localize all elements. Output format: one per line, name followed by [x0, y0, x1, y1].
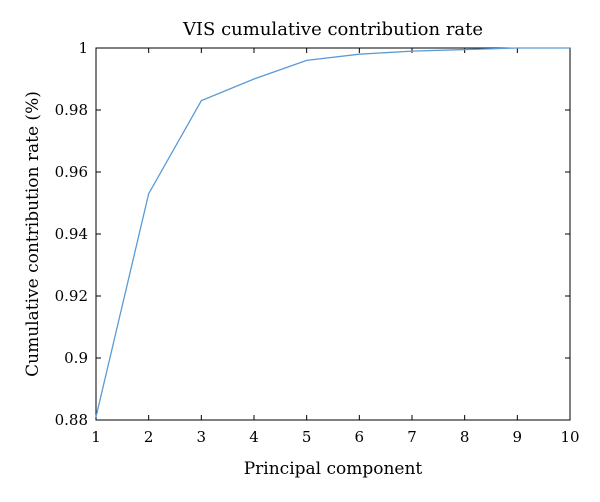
- y-tick-label: 0.9: [64, 349, 88, 367]
- x-tick-label: 2: [144, 428, 154, 446]
- x-tick-label: 3: [197, 428, 207, 446]
- chart-title: VIS cumulative contribution rate: [182, 19, 483, 40]
- x-tick-label: 4: [249, 428, 259, 446]
- series-line: [95, 47, 570, 418]
- plot-area: [95, 47, 571, 421]
- x-axis: 1 2 3 4 5 6 7 8 9 10: [91, 48, 580, 446]
- x-tick-label: 6: [355, 428, 365, 446]
- x-tick-label: 8: [460, 428, 470, 446]
- plot-frame: [95, 47, 571, 421]
- x-tick-label: 10: [560, 428, 579, 446]
- y-tick-label: 0.88: [55, 411, 88, 429]
- series-layer: [95, 47, 570, 418]
- y-tick-label: 0.94: [55, 225, 88, 243]
- x-tick-label: 5: [302, 428, 312, 446]
- y-axis: 0.88 0.9 0.92 0.94 0.96 0.98 1: [55, 39, 570, 429]
- x-axis-label: Principal component: [244, 459, 423, 479]
- y-tick-label: 1: [78, 39, 88, 57]
- y-tick-label: 0.92: [55, 287, 88, 305]
- y-tick-label: 0.96: [55, 163, 88, 181]
- y-tick-label: 0.98: [55, 101, 88, 119]
- y-axis-label: Cumulative contribution rate (%): [23, 91, 43, 377]
- x-tick-label: 9: [513, 428, 523, 446]
- x-tick-label: 7: [407, 428, 417, 446]
- x-tick-label: 1: [91, 428, 101, 446]
